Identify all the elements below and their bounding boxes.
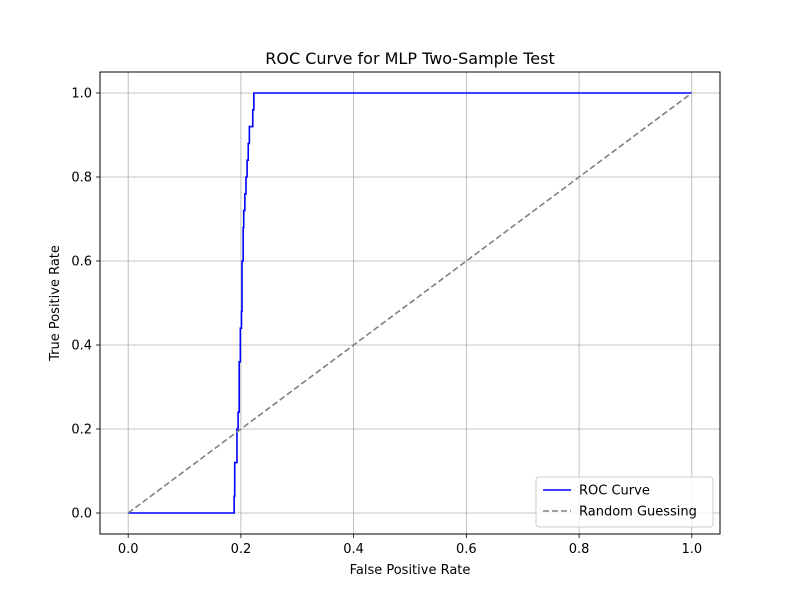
series-layer <box>127 92 693 514</box>
y-tick-label: 0.4 <box>71 339 92 354</box>
y-tick-label: 0.2 <box>71 423 92 438</box>
x-tick-label: 0.4 <box>343 542 364 557</box>
x-tick-label: 0.0 <box>118 542 139 557</box>
y-tick-label: 1.0 <box>71 87 92 102</box>
legend: ROC Curve Random Guessing <box>535 476 714 528</box>
chart-title: ROC Curve for MLP Two-Sample Test <box>265 49 554 68</box>
grid-layer <box>100 72 720 534</box>
legend-box <box>535 476 714 528</box>
x-tick-label: 1.0 <box>681 542 702 557</box>
y-tick-label: 0.8 <box>71 171 92 186</box>
x-tick-label: 0.6 <box>456 542 477 557</box>
random-guessing-line <box>127 92 693 514</box>
x-tick-label: 0.8 <box>569 542 590 557</box>
y-tick-label: 0.6 <box>71 255 92 270</box>
plot-frame <box>99 71 721 535</box>
y-axis-title: True Positive Rate <box>48 245 63 362</box>
legend-label: Random Guessing <box>579 505 697 520</box>
x-axis-title: False Positive Rate <box>350 563 471 578</box>
x-tick-label: 0.2 <box>231 542 252 557</box>
roc-curve-line <box>128 92 692 514</box>
legend-label: ROC Curve <box>579 484 650 499</box>
y-tick-label: 0.0 <box>71 507 92 522</box>
tick-layer: 0.0 0.2 0.4 0.6 0.8 1.0 0.0 0.2 0.4 0.6 0.8 1.0 <box>71 87 702 558</box>
